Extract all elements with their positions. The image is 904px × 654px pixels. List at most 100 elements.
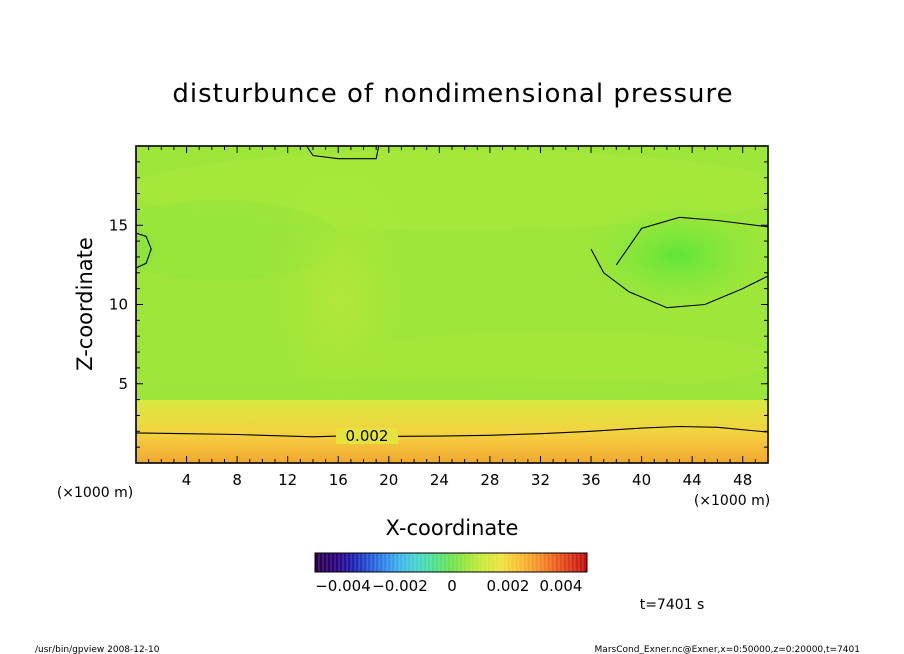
field-patch-left-edge: [136, 230, 154, 270]
colorbar-cell: [435, 553, 439, 572]
colorbar-cell: [447, 553, 451, 572]
colorbar-cell: [463, 553, 467, 572]
colorbar-cell: [403, 553, 407, 572]
colorbar-cell: [371, 553, 375, 572]
colorbar-cell: [479, 553, 483, 572]
colorbar-cell: [575, 553, 579, 572]
colorbar-cell: [567, 553, 571, 572]
contour-line-4: [136, 232, 152, 269]
field-surface-layer: [136, 400, 768, 463]
colorbar-cell: [419, 553, 423, 572]
footer-left: /usr/bin/gpview 2008-12-10: [35, 645, 160, 654]
colorbar-cell: [519, 553, 523, 572]
colorbar-cell: [343, 553, 347, 572]
colorbar-cell: [547, 553, 551, 572]
colorbar-cell: [487, 553, 491, 572]
colorbar-cell: [351, 553, 355, 572]
field-patch-right-low: [583, 200, 768, 310]
colorbar-cell: [475, 553, 479, 572]
colorbar-cell: [331, 553, 335, 572]
x-tick-label: 16: [329, 471, 348, 489]
chart-title: disturbunce of nondimensional pressure: [172, 79, 733, 109]
colorbar-cell: [515, 553, 519, 572]
contour-label-background: [336, 428, 398, 444]
x-axis-label: X-coordinate: [386, 516, 519, 540]
plot-area: [136, 146, 768, 463]
x-tick-label: 8: [232, 471, 242, 489]
x-tick-label: 32: [531, 471, 550, 489]
colorbar-cell: [507, 553, 511, 572]
colorbar-cell: [399, 553, 403, 572]
colorbar-cell: [491, 553, 495, 572]
field-patch-mid-band: [340, 330, 768, 390]
time-label: t=7401 s: [640, 597, 705, 613]
colorbar-cell: [431, 553, 435, 572]
contour-lines: [136, 146, 768, 438]
colorbar-tick-label: −0.002: [372, 577, 428, 595]
colorbar-cell: [535, 553, 539, 572]
contour-line-0: [136, 425, 768, 438]
colorbar-cell: [543, 553, 547, 572]
contour-line-1: [615, 216, 768, 266]
colorbar-cell: [347, 553, 351, 572]
colorbar-cell: [327, 553, 331, 572]
y-tick-label: 15: [109, 216, 128, 234]
footer-right: MarsCond_Exner.nc@Exner,x=0:50000,z=0:20…: [595, 645, 860, 654]
x-tick-label: 48: [733, 471, 752, 489]
colorbar-cell: [527, 553, 531, 572]
colorbar-cell: [523, 553, 527, 572]
x-unit-right: (×1000 m): [694, 493, 770, 509]
colorbar-cell: [379, 553, 383, 572]
x-unit-left: (×1000 m): [57, 485, 133, 501]
colorbar-cell: [359, 553, 363, 572]
colorbar-cell: [551, 553, 555, 572]
colorbar-cell: [555, 553, 559, 572]
colorbar-cell: [415, 553, 419, 572]
x-tick-label: 4: [182, 471, 192, 489]
colorbar: [314, 553, 587, 572]
colorbar-cell: [511, 553, 515, 572]
y-tick-label: 10: [109, 296, 128, 314]
colorbar-cell: [387, 553, 391, 572]
colorbar-cell: [451, 553, 455, 572]
colorbar-cell: [539, 553, 543, 572]
colorbar-cell: [323, 553, 327, 572]
contour-line-2: [590, 248, 768, 309]
colorbar-cell: [471, 553, 475, 572]
colorbar-cell: [579, 553, 583, 572]
x-tick-label: 36: [581, 471, 600, 489]
colorbar-cell: [571, 553, 575, 572]
colorbar-cell: [407, 553, 411, 572]
colorbar-cell: [563, 553, 567, 572]
colorbar-cell: [583, 553, 587, 572]
colorbar-cell: [559, 553, 563, 572]
colorbar-cell: [375, 553, 379, 572]
colorbar-cell: [443, 553, 447, 572]
x-axis: 4 8 12 16 20 24 28 32 36 40 44 48: [148, 146, 756, 489]
colorbar-cell: [339, 553, 343, 572]
x-tick-label: 12: [278, 471, 297, 489]
colorbar-cell: [335, 553, 339, 572]
colorbar-tick-label: 0: [447, 577, 457, 595]
x-tick-label: 44: [683, 471, 702, 489]
colorbar-cell: [391, 553, 395, 572]
colorbar-cell: [531, 553, 535, 572]
colorbar-cell: [383, 553, 387, 572]
y-axis-label: Z-coordinate: [73, 237, 97, 371]
colorbar-cell: [319, 553, 323, 572]
colorbar-cell: [423, 553, 427, 572]
colorbar-frame: [314, 552, 588, 573]
contour-line-3: [306, 146, 380, 160]
y-axis: 5 10 15: [109, 161, 768, 448]
colorbar-cell: [499, 553, 503, 572]
colorbar-cell: [495, 553, 499, 572]
colorbar-cell: [395, 553, 399, 572]
colorbar-cell: [439, 553, 443, 572]
contour-label-0002: 0.002: [346, 427, 389, 445]
colorbar-cell: [467, 553, 471, 572]
colorbar-cell: [427, 553, 431, 572]
colorbar-cell: [459, 553, 463, 572]
colorbar-cell: [367, 553, 371, 572]
colorbar-tick-label: 0.004: [540, 577, 583, 595]
